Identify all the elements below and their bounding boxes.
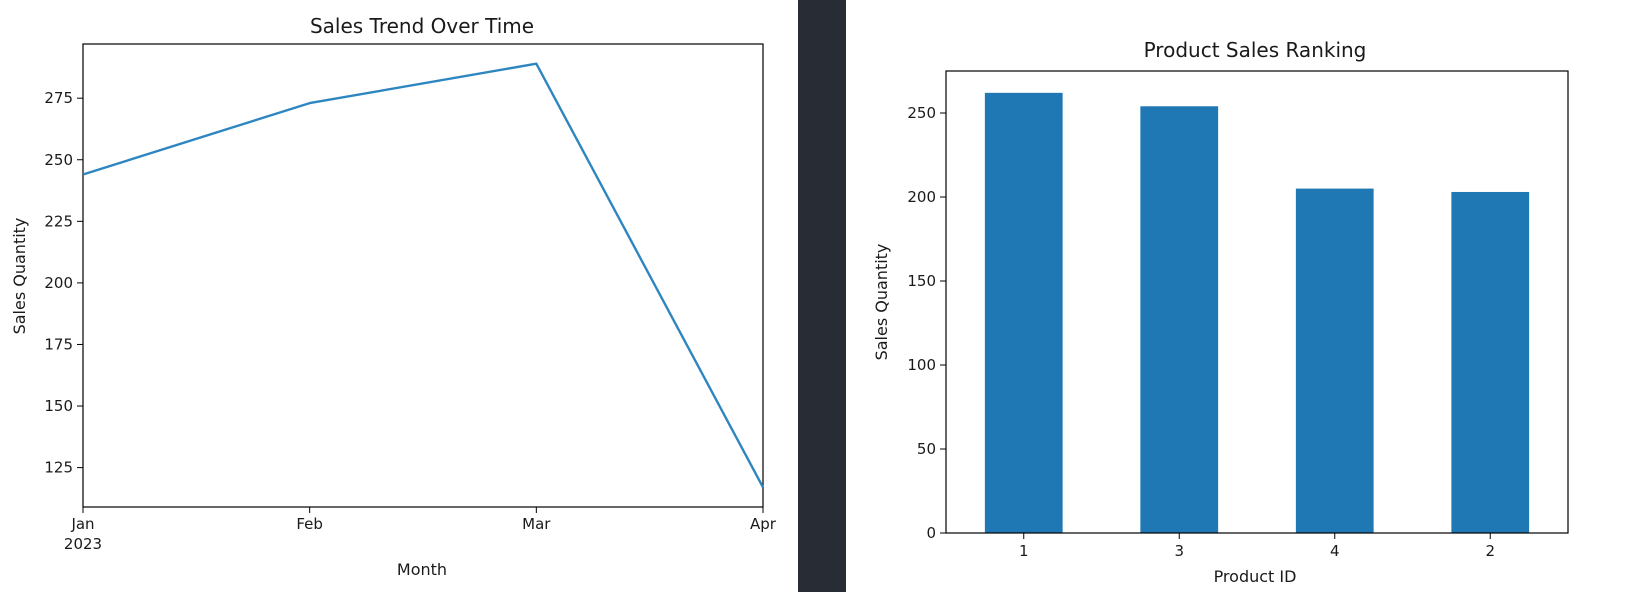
bar [1451,192,1529,533]
y-tick-label: 0 [926,524,936,542]
x-tick-label: 2 [1485,542,1495,560]
bar-chart-panel: Product Sales Ranking 0 50 100 150 200 250 1 3… [846,0,1630,592]
x-tick-label: Jan [70,515,94,533]
x-tick-label: Feb [296,515,323,533]
x-tick-label: 3 [1174,542,1184,560]
x-tick-label: Mar [522,515,551,533]
panel-divider [798,0,846,592]
y-tick-label: 200 [907,188,936,206]
y-tick-label: 250 [44,151,73,169]
line-chart-panel: Sales Trend Over Time 125 150 175 200 225 250… [0,0,798,592]
y-tick-label: 275 [44,89,73,107]
x-tick-label: 4 [1330,542,1340,560]
series-group [83,64,763,488]
y-tick-label: 100 [907,356,936,374]
x-axis: 1 3 4 2 [1019,533,1495,560]
y-tick-label: 150 [44,397,73,415]
y-axis-label: Sales Quantity [872,244,891,361]
bar [1296,189,1374,533]
y-tick-label: 250 [907,104,936,122]
y-tick-label: 150 [907,272,936,290]
plot-frame [83,44,763,507]
y-tick-label: 50 [917,440,936,458]
x-tick-label: 1 [1019,542,1029,560]
y-tick-label: 225 [44,212,73,230]
bars-group [985,93,1529,533]
x-axis: Jan Feb Mar Apr 2023 [64,507,777,553]
chart-title: Product Sales Ranking [1144,38,1367,62]
y-tick-label: 200 [44,274,73,292]
y-axis: 125 150 175 200 225 250 275 [44,89,83,476]
y-tick-label: 125 [44,459,73,477]
x-tick-year-label: 2023 [64,535,102,553]
line-chart: Sales Trend Over Time 125 150 175 200 225 250… [0,0,798,592]
x-tick-label: Apr [750,515,777,533]
bar-chart: Product Sales Ranking 0 50 100 150 200 250 1 3… [846,0,1630,592]
chart-title: Sales Trend Over Time [310,14,534,38]
y-axis: 0 50 100 150 200 250 [907,104,946,542]
bar [985,93,1063,533]
x-axis-label: Product ID [1214,567,1297,586]
series-line [83,64,763,488]
x-axis-label: Month [397,560,447,579]
y-axis-label: Sales Quantity [10,218,29,335]
y-tick-label: 175 [44,335,73,353]
bar [1140,106,1218,533]
